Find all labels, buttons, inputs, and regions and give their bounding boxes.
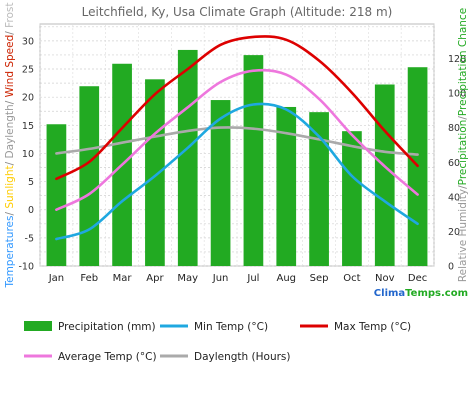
month-label: Oct: [343, 273, 360, 284]
brand-name: Temps.com: [405, 288, 468, 299]
site-brand: ClimaTemps.com: [374, 288, 468, 299]
left-tick-label: 15: [22, 121, 34, 132]
month-label: Sep: [310, 273, 329, 284]
month-label: Mar: [113, 273, 133, 284]
month-label: Aug: [276, 273, 296, 284]
month-label: Nov: [375, 273, 395, 284]
left-axis-title-part: /: [4, 28, 16, 35]
right-axis-title-part: Relative Humidity: [457, 189, 469, 282]
min-temp-line: [55, 102, 419, 241]
month-label: Jul: [246, 273, 259, 284]
month-label: Jun: [212, 273, 229, 284]
daylength-line: [55, 126, 419, 156]
left-axis-title-part: Sunlight: [4, 165, 16, 208]
left-axis-title-part: /: [4, 159, 16, 166]
right-axis-title-part: /: [457, 185, 469, 189]
left-axis-title-part: Wind Speed: [4, 35, 16, 98]
left-tick-label: 25: [22, 65, 34, 76]
left-tick-label: 5: [28, 177, 34, 188]
chart-title: Leitchfield, Ky, Usa Climate Graph (Alti…: [82, 5, 393, 19]
temperature-lines: [55, 35, 419, 241]
right-axis-title-part: Precipitation: [457, 120, 469, 186]
precipitation-bars: [46, 49, 428, 267]
axes: -10 -5 0 5 10 15 20 25 30 0 20 40 60 80 100 120 Jan Feb Ma…: [4, 2, 469, 288]
left-tick-label: -5: [25, 233, 34, 244]
left-axis-title-part: Temperatures: [4, 216, 16, 289]
precipitation-bar: [79, 86, 100, 266]
legend-label: Average Temp (°C): [58, 351, 157, 363]
left-tick-label: 20: [22, 93, 34, 104]
grid-lines: [39, 23, 435, 267]
brand-name: Clima: [374, 288, 405, 299]
right-tick-label: 120: [448, 54, 466, 65]
month-label: Dec: [408, 273, 427, 284]
precipitation-bar: [46, 124, 67, 266]
legend-label: Precipitation (mm): [58, 321, 156, 333]
left-axis-title-part: Frost: [4, 2, 16, 27]
left-tick-label: 10: [22, 149, 34, 160]
precipitation-bar: [243, 55, 264, 266]
legend: Precipitation (mm) Min Temp (°C) Max Temp …: [24, 321, 411, 363]
right-axis-title-part: Precipitation Chance: [457, 8, 469, 116]
month-label: Feb: [80, 273, 98, 284]
right-tick-label: 0: [448, 262, 454, 273]
legend-label: Max Temp (°C): [334, 321, 411, 333]
right-tick-label: 80: [448, 123, 460, 134]
precipitation-bar: [309, 112, 329, 267]
average-temp-line: [55, 68, 419, 211]
precipitation-bar: [342, 131, 362, 266]
left-tick-label: 0: [28, 205, 34, 216]
legend-label: Daylength (Hours): [194, 351, 291, 363]
month-label: Apr: [146, 273, 164, 284]
right-tick-label: 20: [448, 227, 460, 238]
legend-label: Min Temp (°C): [194, 321, 268, 333]
left-tick-label: -10: [18, 262, 34, 273]
month-label: May: [177, 273, 198, 284]
right-tick-label: 40: [448, 192, 460, 203]
right-tick-label: 60: [448, 158, 460, 169]
left-axis-title-part: Daylength: [4, 104, 16, 158]
max-temp-line: [55, 35, 419, 181]
precipitation-bar: [210, 100, 231, 266]
legend-swatch: [24, 321, 52, 331]
precipitation-bar: [374, 84, 395, 266]
left-axis-title-part: /: [4, 209, 16, 216]
left-tick-label: 30: [22, 36, 34, 47]
left-axis-title-part: /: [4, 97, 16, 104]
precipitation-bar: [276, 106, 297, 266]
precipitation-bar: [177, 49, 198, 266]
left-axis-title: Temperatures/ Sunlight/ Daylength/ Wind …: [4, 2, 16, 288]
precipitation-bar: [145, 79, 165, 266]
right-tick-label: 100: [448, 89, 466, 100]
right-axis-title-part: /: [457, 116, 469, 120]
month-label: Jan: [48, 273, 64, 284]
right-axis-title: Relative Humidity/Precipitation/Precipit…: [457, 8, 469, 282]
